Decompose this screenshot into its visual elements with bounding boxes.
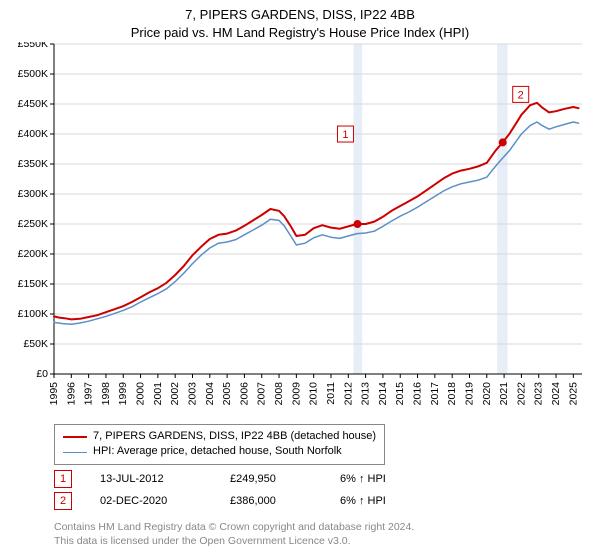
x-tick-label: 2010: [308, 382, 320, 406]
legend-row-hpi: HPI: Average price, detached house, Sout…: [63, 444, 376, 459]
y-tick-label: £0: [36, 368, 48, 380]
sale-price: £249,950: [230, 472, 340, 486]
sale-hpi: 6% ↑ HPI: [340, 494, 460, 508]
footer: Contains HM Land Registry data © Crown c…: [54, 520, 414, 548]
sale-badge: 1: [54, 470, 72, 488]
sale-marker-dot: [353, 220, 361, 228]
x-tick-label: 2001: [152, 382, 164, 406]
legend-swatch-hpi: [63, 452, 87, 453]
sale-hpi: 6% ↑ HPI: [340, 472, 460, 486]
shaded-band: [497, 44, 507, 374]
x-tick-label: 2000: [135, 382, 147, 406]
sale-marker-dot: [499, 138, 507, 146]
y-tick-label: £100K: [18, 308, 48, 320]
chart-svg: £0 £50K £100K £150K £200K £250K £300K £350K £400…: [0, 42, 600, 422]
x-tick-label: 1998: [100, 382, 112, 406]
sale-date: 02-DEC-2020: [100, 494, 230, 508]
x-tick-label: 2025: [567, 382, 579, 406]
sales-row: 1 13-JUL-2012£249,9506% ↑ HPI: [54, 468, 460, 490]
y-tick-label: £250K: [18, 218, 48, 230]
x-tick-label: 1995: [48, 382, 60, 406]
x-tick-label: 2024: [550, 382, 562, 406]
legend: 7, PIPERS GARDENS, DISS, IP22 4BB (detac…: [54, 424, 385, 465]
chart-title: 7, PIPERS GARDENS, DISS, IP22 4BB Price …: [0, 0, 600, 41]
y-tick-label: £450K: [18, 98, 48, 110]
shaded-band: [353, 44, 362, 374]
sale-date: 13-JUL-2012: [100, 472, 230, 486]
x-tick-label: 2019: [463, 382, 475, 406]
x-tick-label: 2005: [221, 382, 233, 406]
title-line2: Price paid vs. HM Land Registry's House …: [131, 25, 469, 40]
x-tick-label: 2006: [238, 382, 250, 406]
x-tick-label: 2015: [394, 382, 406, 406]
x-tick-label: 2011: [325, 382, 337, 405]
x-tick-label: 2022: [515, 382, 527, 406]
y-tick-label: £350K: [18, 158, 48, 170]
x-tick-label: 2016: [412, 382, 424, 406]
footer-line2: This data is licensed under the Open Gov…: [54, 535, 351, 547]
legend-label-hpi: HPI: Average price, detached house, Sout…: [93, 444, 342, 459]
x-tick-label: 2020: [481, 382, 493, 406]
x-tick-label: 2009: [290, 382, 302, 406]
y-tick-label: £200K: [18, 248, 48, 260]
x-tick-label: 1996: [65, 382, 77, 406]
sales-row: 2 02-DEC-2020£386,0006% ↑ HPI: [54, 490, 460, 512]
footer-line1: Contains HM Land Registry data © Crown c…: [54, 521, 414, 533]
sale-marker-number: 1: [342, 129, 348, 141]
x-tick-label: 2003: [186, 382, 198, 406]
x-tick-label: 2018: [446, 382, 458, 406]
x-tick-label: 2012: [342, 382, 354, 406]
y-tick-label: £150K: [18, 278, 48, 290]
x-tick-label: 2017: [429, 382, 441, 406]
x-tick-label: 2002: [169, 382, 181, 406]
x-tick-label: 2021: [498, 382, 510, 406]
y-tick-label: £400K: [18, 128, 48, 140]
chart-area: £0 £50K £100K £150K £200K £250K £300K £350K £400…: [0, 42, 600, 422]
legend-label-subject: 7, PIPERS GARDENS, DISS, IP22 4BB (detac…: [93, 429, 376, 444]
legend-swatch-subject: [63, 436, 87, 438]
x-tick-label: 1997: [83, 382, 95, 406]
sale-marker-number: 2: [518, 89, 524, 101]
y-tick-label: £50K: [23, 338, 48, 350]
x-tick-label: 1999: [117, 382, 129, 406]
x-tick-label: 2013: [360, 382, 372, 406]
title-line1: 7, PIPERS GARDENS, DISS, IP22 4BB: [185, 7, 415, 22]
y-tick-label: £500K: [18, 68, 48, 80]
x-tick-label: 2007: [256, 382, 268, 406]
y-tick-label: £300K: [18, 188, 48, 200]
legend-row-subject: 7, PIPERS GARDENS, DISS, IP22 4BB (detac…: [63, 429, 376, 444]
sale-price: £386,000: [230, 494, 340, 508]
page-container: 7, PIPERS GARDENS, DISS, IP22 4BB Price …: [0, 0, 600, 560]
sales-table: 1 13-JUL-2012£249,9506% ↑ HPI 2 02-DEC-2020…: [54, 468, 460, 512]
x-tick-label: 2014: [377, 382, 389, 406]
x-tick-label: 2004: [204, 382, 216, 406]
y-tick-label: £550K: [18, 42, 48, 50]
x-tick-label: 2008: [273, 382, 285, 406]
sale-badge: 2: [54, 492, 72, 510]
x-tick-label: 2023: [533, 382, 545, 406]
